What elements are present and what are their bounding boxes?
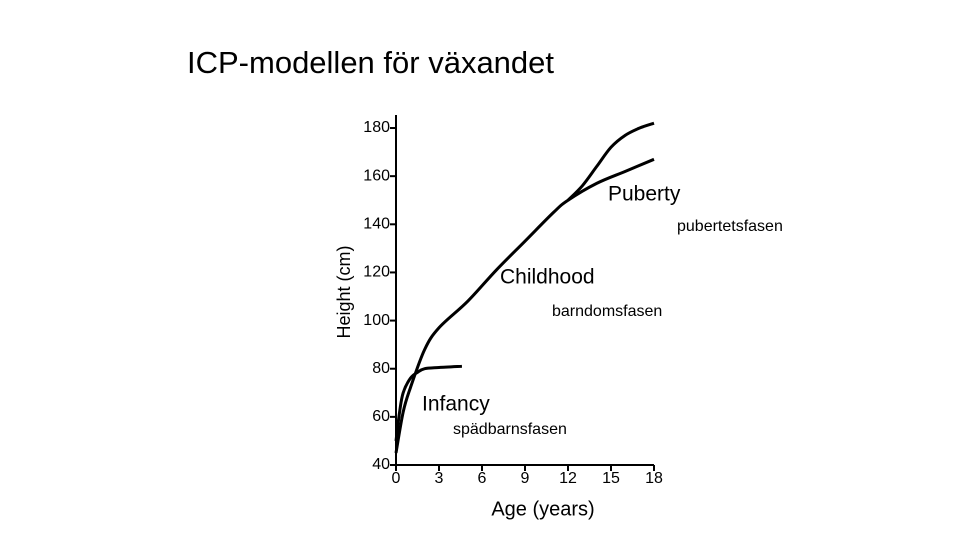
x-tick-label: 0 (392, 470, 401, 487)
y-tick-label: 160 (363, 167, 390, 184)
x-axis-label: Age (years) (491, 498, 594, 520)
y-tick-label: 80 (372, 360, 390, 377)
annotation: Childhood (500, 266, 595, 289)
y-tick-label: 100 (363, 312, 390, 329)
chart-title: ICP-modellen för växandet (187, 45, 554, 80)
y-tick-label: 40 (372, 456, 390, 473)
annotation: barndomsfasen (552, 303, 662, 320)
y-tick-label: 60 (372, 408, 390, 425)
annotation: spädbarnsfasen (453, 421, 567, 438)
annotation: Infancy (422, 393, 490, 416)
y-tick-label: 180 (363, 119, 390, 136)
x-tick-label: 12 (559, 470, 577, 487)
x-tick-label: 18 (645, 470, 663, 487)
y-tick-label: 120 (363, 264, 390, 281)
x-tick-label: 6 (478, 470, 487, 487)
x-tick-label: 15 (602, 470, 620, 487)
y-axis-label: Height (cm) (334, 245, 354, 338)
annotation: pubertetsfasen (677, 218, 783, 235)
x-tick-label: 9 (521, 470, 530, 487)
y-tick-label: 140 (363, 216, 390, 233)
x-tick-label: 3 (435, 470, 444, 487)
growth-curve (566, 121, 655, 202)
annotation: Puberty (608, 183, 681, 206)
growth-curve (394, 157, 655, 454)
